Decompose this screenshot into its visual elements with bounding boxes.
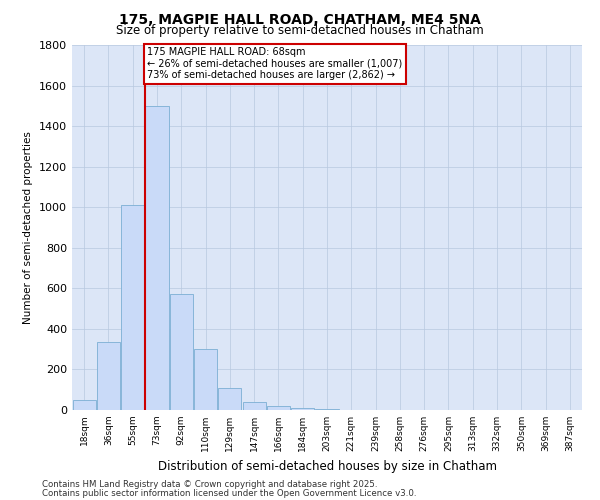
Bar (291, 408, 314, 410)
Bar (97, 342, 120, 410)
Bar (121, 205, 144, 410)
X-axis label: Distribution of semi-detached houses by size in Chatham: Distribution of semi-detached houses by … (157, 460, 497, 472)
Bar (73, 400, 95, 410)
Text: Contains HM Land Registry data © Crown copyright and database right 2025.: Contains HM Land Registry data © Crown c… (42, 480, 377, 489)
Bar (242, 402, 266, 410)
Bar (267, 406, 290, 410)
Text: Size of property relative to semi-detached houses in Chatham: Size of property relative to semi-detach… (116, 24, 484, 37)
Bar (170, 294, 193, 410)
Text: 175 MAGPIE HALL ROAD: 68sqm
← 26% of semi-detached houses are smaller (1,007)
73: 175 MAGPIE HALL ROAD: 68sqm ← 26% of sem… (147, 47, 403, 80)
Text: 175, MAGPIE HALL ROAD, CHATHAM, ME4 5NA: 175, MAGPIE HALL ROAD, CHATHAM, ME4 5NA (119, 12, 481, 26)
Bar (194, 349, 217, 410)
Bar (145, 106, 169, 410)
Bar (218, 388, 241, 410)
Y-axis label: Number of semi-detached properties: Number of semi-detached properties (23, 131, 34, 324)
Text: Contains public sector information licensed under the Open Government Licence v3: Contains public sector information licen… (42, 488, 416, 498)
Bar (316, 409, 338, 410)
